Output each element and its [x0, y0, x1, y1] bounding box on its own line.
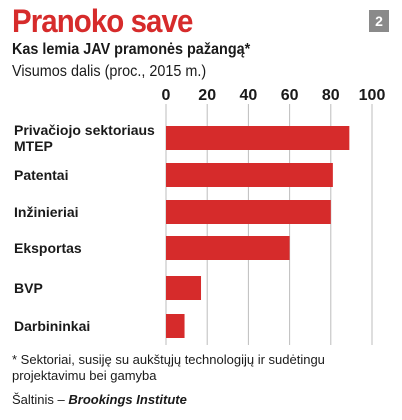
- category-label-2: Inžinieriai: [14, 204, 79, 220]
- category-label-3: Eksportas: [14, 240, 82, 256]
- chart-title: Pranoko save: [12, 3, 193, 39]
- source-prefix: Šaltinis –: [12, 392, 69, 407]
- x-tick-label-80: 80: [322, 87, 340, 104]
- bar-1: [166, 163, 333, 187]
- x-tick-label-20: 20: [198, 87, 216, 104]
- category-label-4: BVP: [14, 280, 43, 296]
- bar-2: [166, 200, 331, 224]
- chart-subtitle: Kas lemia JAV pramonės pažangą*: [12, 41, 251, 58]
- category-label-0-1: MTEP: [14, 138, 53, 154]
- bar-3: [166, 236, 290, 260]
- category-label-1: Patentai: [14, 167, 68, 183]
- unit-label: Visumos dalis (proc., 2015 m.): [12, 63, 207, 80]
- bar-0: [166, 126, 350, 150]
- bar-4: [166, 276, 202, 300]
- source-name: Brookings Institute: [68, 392, 187, 407]
- bar-5: [166, 314, 185, 338]
- x-tick-label-40: 40: [240, 87, 258, 104]
- x-tick-label-0: 0: [162, 87, 171, 104]
- category-label-5: Darbininkai: [14, 318, 90, 334]
- source-line: Šaltinis – Brookings Institute: [12, 392, 187, 408]
- x-tick-label-60: 60: [281, 87, 299, 104]
- figure-number-badge: 2: [369, 10, 389, 32]
- x-tick-label-100: 100: [359, 87, 386, 104]
- category-label-0-0: Privačiojo sektoriaus: [14, 122, 155, 138]
- footnote: * Sektoriai, susiję su aukštųjų technolo…: [12, 352, 325, 383]
